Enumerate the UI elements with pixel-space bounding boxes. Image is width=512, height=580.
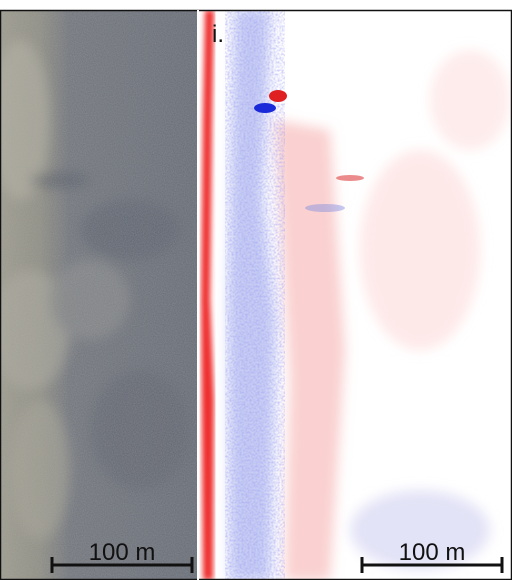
panel-label: i. <box>212 21 224 48</box>
figure-panel: i. 100 m 100 m <box>0 0 512 580</box>
difference-map <box>199 10 512 580</box>
scale-label: 100 m <box>89 539 156 566</box>
scale-label: 100 m <box>399 539 466 566</box>
aerial-image <box>0 10 197 580</box>
